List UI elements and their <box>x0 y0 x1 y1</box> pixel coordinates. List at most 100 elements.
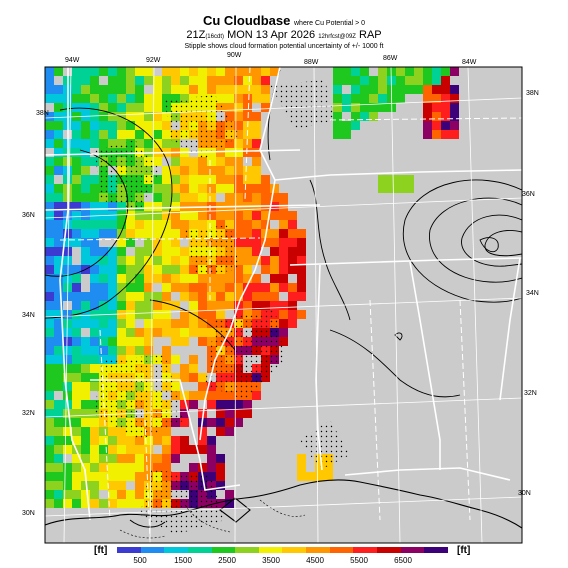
grid-cell <box>180 166 189 175</box>
grid-cell <box>81 427 90 436</box>
grid-cell <box>297 283 306 292</box>
grid-cell <box>162 193 171 202</box>
grid-cell <box>423 94 432 103</box>
grid-cell <box>189 301 198 310</box>
grid-cell <box>81 418 90 427</box>
grid-cell <box>72 175 81 184</box>
grid-cell <box>153 184 162 193</box>
map-frame <box>44 66 523 544</box>
colorbar-swatch <box>400 547 425 553</box>
stipple-note: Stipple shows cloud formation potential … <box>184 43 384 50</box>
grid-cell <box>216 400 225 409</box>
grid-cell <box>252 184 261 193</box>
lat-label-left-38n: 38N <box>36 110 49 117</box>
grid-cell <box>81 184 90 193</box>
grid-cell <box>333 94 342 103</box>
grid-cell <box>153 76 162 85</box>
grid-cell <box>225 292 234 301</box>
grid-cell <box>243 175 252 184</box>
grid-cell <box>396 85 405 94</box>
grid-cell <box>441 121 450 130</box>
grid-cell <box>54 319 63 328</box>
grid-cell <box>225 85 234 94</box>
grid-cell <box>126 265 135 274</box>
grid-cell <box>270 184 279 193</box>
grid-cell <box>126 130 135 139</box>
grid-cell <box>216 454 225 463</box>
grid-cell <box>81 238 90 247</box>
grid-cell <box>126 445 135 454</box>
grid-cell <box>117 454 126 463</box>
grid-cell <box>162 130 171 139</box>
grid-cell <box>108 445 117 454</box>
grid-cell <box>171 445 180 454</box>
grid-cell <box>180 328 189 337</box>
grid-cell <box>288 310 297 319</box>
grid-cell <box>81 364 90 373</box>
grid-cell <box>243 400 252 409</box>
grid-cell <box>189 211 198 220</box>
grid-cell <box>333 130 342 139</box>
colorbar-swatch <box>377 547 401 553</box>
colorbar-unit-right: [ft] <box>457 545 471 556</box>
grid-cell <box>72 454 81 463</box>
grid-cell <box>225 94 234 103</box>
grid-cell <box>90 238 99 247</box>
grid-cell <box>126 328 135 337</box>
grid-cell <box>54 67 63 76</box>
grid-cell <box>63 256 72 265</box>
grid-cell <box>72 184 81 193</box>
grid-cell <box>261 256 270 265</box>
grid-cell <box>450 112 459 121</box>
grid-cell <box>81 211 90 220</box>
lat-label-left-34n: 34N <box>22 312 35 319</box>
grid-cell <box>63 220 72 229</box>
grid-cell <box>90 67 99 76</box>
grid-cell <box>297 463 306 472</box>
grid-cell <box>126 85 135 94</box>
grid-cell <box>450 85 459 94</box>
grid-cell <box>216 391 225 400</box>
grid-cell <box>117 490 126 499</box>
grid-cell <box>252 391 261 400</box>
grid-cell <box>63 427 72 436</box>
grid-cell <box>171 238 180 247</box>
grid-cell <box>297 238 306 247</box>
grid-cell <box>360 94 369 103</box>
grid-cell <box>243 301 252 310</box>
grid-cell <box>216 301 225 310</box>
grid-cell <box>162 76 171 85</box>
grid-cell <box>72 193 81 202</box>
grid-cell <box>81 121 90 130</box>
grid-cell <box>90 121 99 130</box>
grid-cell <box>252 301 261 310</box>
grid-cell <box>72 418 81 427</box>
grid-cell <box>243 229 252 238</box>
grid-cell <box>261 301 270 310</box>
grid-cell <box>45 184 54 193</box>
grid-cell <box>279 229 288 238</box>
grid-cell <box>81 445 90 454</box>
grid-cell <box>171 256 180 265</box>
grid-cell <box>252 76 261 85</box>
grid-cell <box>189 319 198 328</box>
grid-cell <box>216 472 225 481</box>
grid-cell <box>207 211 216 220</box>
grid-cell <box>225 490 234 499</box>
grid-cell <box>180 409 189 418</box>
grid-cell <box>81 382 90 391</box>
grid-cell <box>225 148 234 157</box>
grid-cell <box>72 67 81 76</box>
grid-cell <box>54 247 63 256</box>
grid-cell <box>108 283 117 292</box>
grid-cell <box>108 337 117 346</box>
grid-cell <box>117 256 126 265</box>
grid-cell <box>342 130 351 139</box>
grid-cell <box>54 238 63 247</box>
grid-cell <box>99 67 108 76</box>
grid-cell <box>153 103 162 112</box>
grid-cell <box>45 328 54 337</box>
grid-cell <box>198 301 207 310</box>
grid-cell <box>135 454 144 463</box>
grid-cell <box>153 130 162 139</box>
